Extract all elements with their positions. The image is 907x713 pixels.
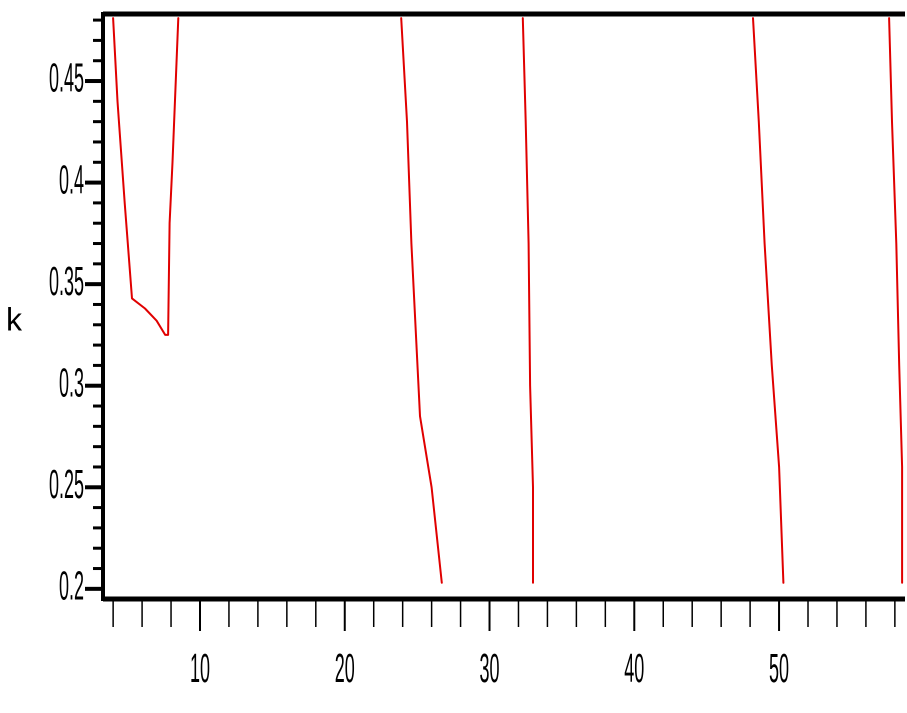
x-tick-label: 10 (190, 646, 210, 691)
y-tick-label: 0.2 (59, 563, 84, 608)
y-tick-label: 0.25 (49, 462, 84, 507)
series-line-2 (400, 17, 443, 584)
series-lines (112, 17, 904, 584)
series-line-1 (112, 17, 180, 336)
y-axis-label: k (6, 301, 23, 337)
axes (101, 11, 905, 602)
y-tick-label: 0.35 (49, 259, 84, 304)
series-line-3 (521, 17, 534, 584)
y-tick-label: 0.3 (59, 360, 84, 405)
series-line-4 (752, 17, 785, 584)
series-line-5 (888, 17, 904, 584)
x-tick-label: 20 (335, 646, 355, 691)
x-tick-label: 50 (769, 646, 789, 691)
x-tick-label: 40 (624, 646, 644, 691)
y-tick-label: 0.45 (49, 56, 84, 101)
x-axis-ticks: 10 20 30 40 50 (112, 601, 896, 691)
x-tick-label: 30 (480, 646, 500, 691)
y-tick-label: 0.4 (59, 157, 84, 202)
y-axis-ticks: 0.2 0.25 0.3 0.35 0.4 0.45 (49, 18, 101, 609)
